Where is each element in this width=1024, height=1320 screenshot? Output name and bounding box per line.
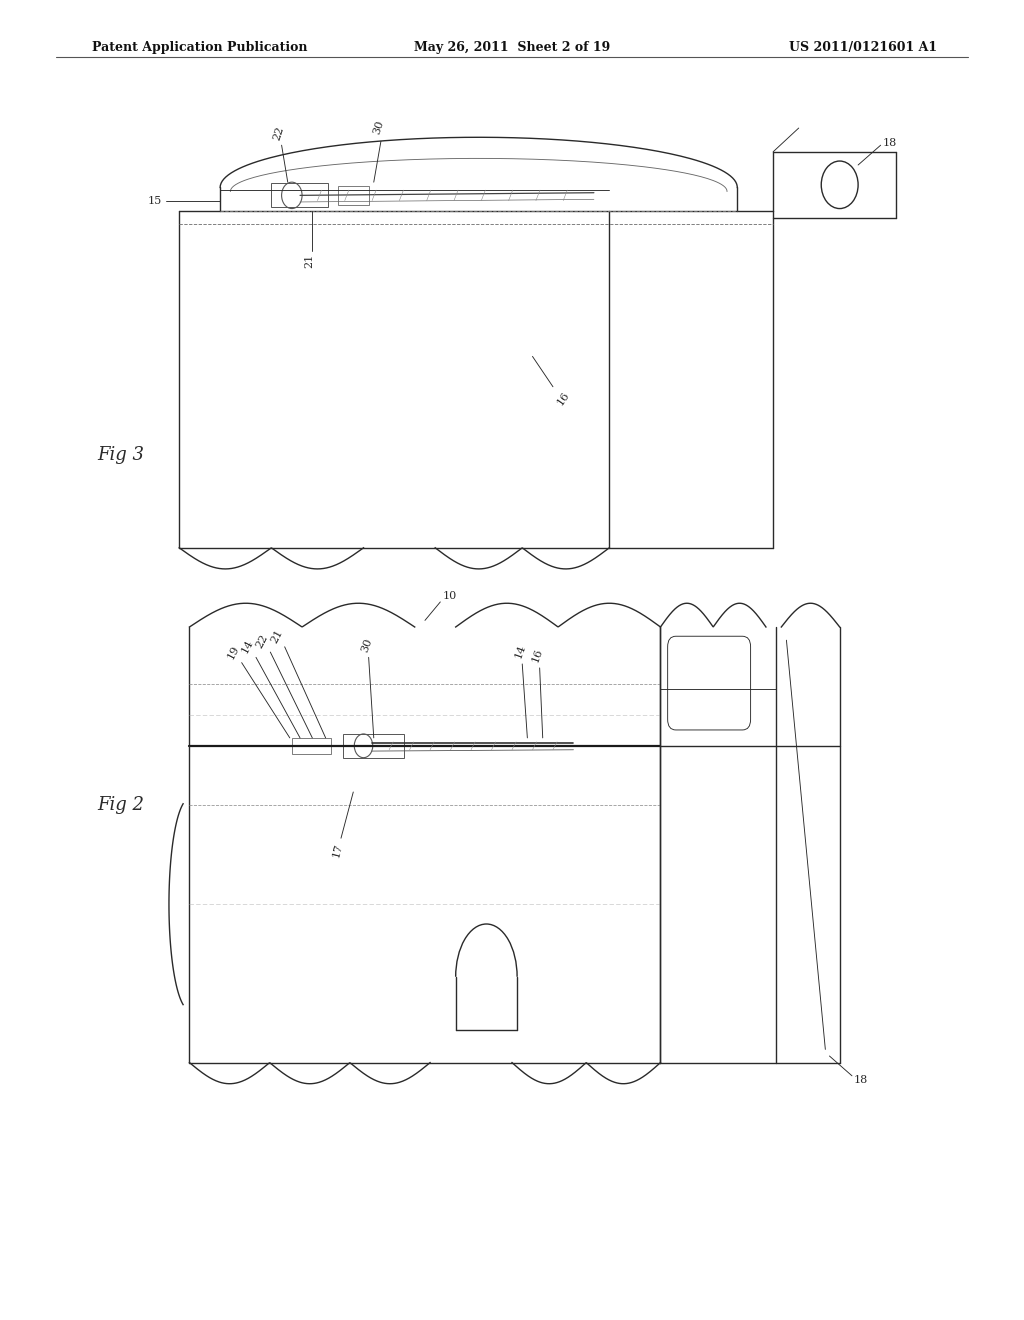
Text: Fig 3: Fig 3 (97, 446, 144, 465)
Bar (292, 738, 331, 754)
Text: 22: 22 (254, 632, 270, 651)
Text: 18: 18 (854, 1074, 868, 1085)
Text: 15: 15 (147, 195, 162, 206)
Text: May 26, 2011  Sheet 2 of 19: May 26, 2011 Sheet 2 of 19 (414, 41, 610, 54)
Text: 16: 16 (555, 389, 571, 408)
Text: 22: 22 (271, 124, 286, 141)
Text: 21: 21 (268, 627, 285, 645)
Bar (343, 734, 404, 758)
Text: 14: 14 (513, 643, 527, 660)
Text: US 2011/0121601 A1: US 2011/0121601 A1 (788, 41, 937, 54)
Bar (271, 183, 328, 207)
Text: 30: 30 (372, 119, 386, 136)
Text: 17: 17 (331, 842, 345, 858)
Text: 16: 16 (530, 647, 545, 664)
Text: 14: 14 (240, 638, 256, 656)
Text: 18: 18 (883, 137, 897, 148)
Text: Fig 2: Fig 2 (97, 796, 144, 814)
Text: 19: 19 (225, 643, 242, 661)
Text: 10: 10 (442, 590, 457, 601)
Text: Patent Application Publication: Patent Application Publication (92, 41, 307, 54)
Text: 30: 30 (359, 636, 374, 653)
Text: 21: 21 (304, 253, 314, 268)
Bar (338, 186, 369, 205)
